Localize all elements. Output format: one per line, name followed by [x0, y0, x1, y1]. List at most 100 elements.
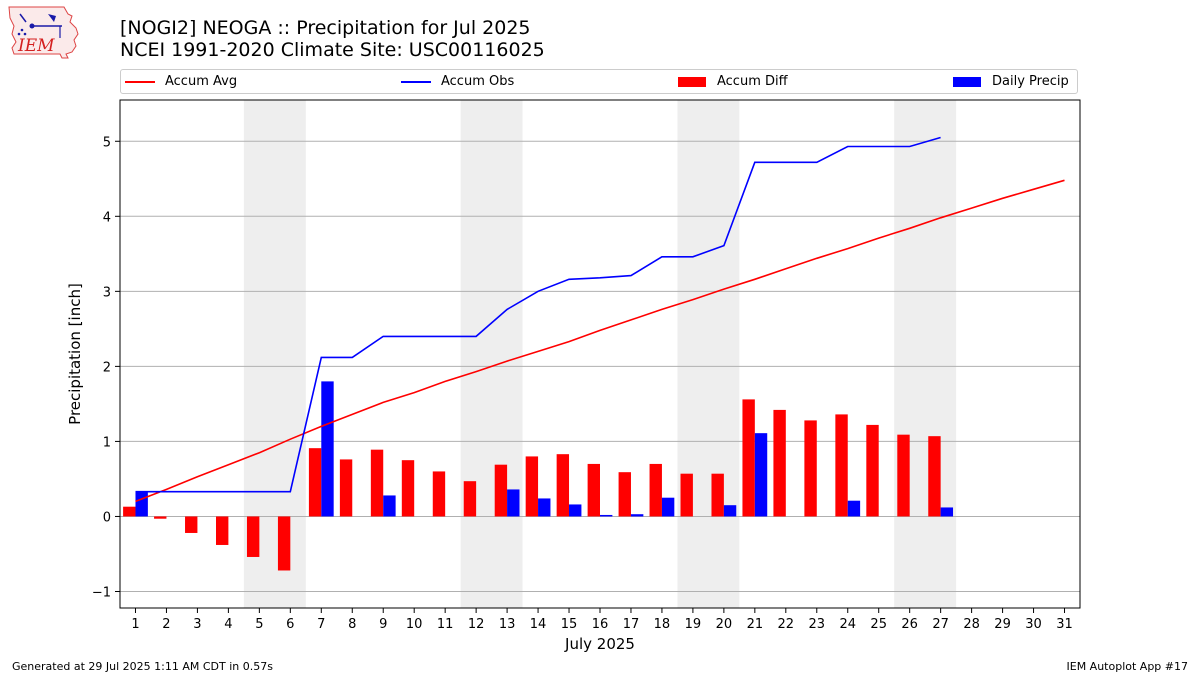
- accum-diff-bar: [494, 464, 508, 517]
- x-tick-label: 26: [901, 617, 918, 632]
- x-tick-label: 2: [162, 617, 170, 632]
- weekend-band-2: [460, 100, 523, 608]
- x-tick-label: 15: [561, 617, 578, 632]
- daily-precip-bar: [600, 514, 613, 517]
- x-tick-label: 6: [286, 617, 294, 632]
- x-tick-label: 1: [131, 617, 139, 632]
- x-tick-label: 24: [839, 617, 856, 632]
- legend-item-accum-diff: Accum Diff: [678, 70, 788, 93]
- daily-precip-bar: [383, 495, 396, 517]
- weekend-band-4: [894, 100, 957, 608]
- daily-precip-bar: [630, 514, 644, 517]
- accum-diff-bar: [773, 409, 786, 517]
- legend-label-daily-precip: Daily Precip: [992, 74, 1069, 89]
- accum-diff-bar: [680, 473, 693, 517]
- x-tick-label: 25: [870, 617, 887, 632]
- weekend-shading: [243, 100, 957, 608]
- accum-diff-bar: [587, 463, 600, 517]
- daily-precip-bar: [538, 498, 551, 517]
- line-series: [135, 136, 1065, 503]
- accum-diff-bar: [401, 460, 415, 517]
- daily-precip-bar: [135, 491, 148, 517]
- accum-diff-bar: [308, 448, 322, 517]
- daily-precip-bar: [754, 433, 768, 517]
- x-tick-label: 17: [623, 617, 640, 632]
- chart-subtitle: NCEI 1991-2020 Climate Site: USC00116025: [120, 39, 545, 61]
- accum-diff-bar: [370, 449, 384, 517]
- accum-diff-bar: [618, 472, 631, 517]
- y-axis: −1 0 1 2 3 4 5: [92, 135, 120, 600]
- iem-logo-icon: IEM: [8, 6, 79, 59]
- x-tick-label: 7: [317, 617, 325, 632]
- x-axis: 1 2 3 4 5 6 7 8 9 10 11 12 13 14 15 16 17 18 19 20 21 22 23 24 2…: [131, 608, 1073, 632]
- x-tick-label: 14: [530, 617, 547, 632]
- y-gridlines: [120, 140, 1080, 592]
- legend-item-daily-precip: Daily Precip: [953, 70, 1069, 93]
- y-tick-label: 0: [103, 510, 111, 525]
- legend-item-accum-obs: Accum Obs: [401, 70, 514, 93]
- x-tick-label: 28: [963, 617, 980, 632]
- x-tick-label: 10: [406, 617, 423, 632]
- accum-diff-bar: [928, 436, 941, 517]
- y-tick-label: 2: [103, 360, 111, 375]
- daily-precip-bar: [940, 507, 954, 517]
- x-tick-label: 20: [716, 617, 733, 632]
- x-tick-label: 21: [747, 617, 764, 632]
- x-tick-label: 19: [685, 617, 702, 632]
- accum-diff-bar: [277, 516, 291, 571]
- legend-swatch-accum-diff: [678, 76, 706, 87]
- accum-diff-bar: [866, 424, 879, 517]
- daily-precip-bar: [321, 381, 334, 517]
- accum-obs-line: [135, 136, 941, 493]
- accum-diff-bar: [154, 516, 167, 519]
- x-tick-label: 16: [592, 617, 609, 632]
- logo-text: IEM: [17, 36, 55, 56]
- accum-diff-bar: [246, 516, 260, 557]
- accum-diff-bar: [649, 463, 662, 517]
- x-tick-label: 8: [348, 617, 356, 632]
- y-tick-label: 1: [103, 435, 111, 450]
- footer-generated-text: Generated at 29 Jul 2025 1:11 AM CDT in …: [12, 660, 273, 673]
- x-tick-label: 13: [499, 617, 516, 632]
- legend-label-accum-avg: Accum Avg: [165, 74, 238, 89]
- weekend-band-3: [677, 100, 740, 608]
- accum-diff-bar: [556, 454, 570, 517]
- accum-avg-line: [135, 179, 1065, 503]
- legend-label-accum-diff: Accum Diff: [717, 74, 788, 89]
- chart-title: [NOGI2] NEOGA :: Precipitation for Jul 2…: [120, 17, 531, 39]
- accum-diff-bar: [463, 481, 477, 517]
- daily-precip-bar: [569, 504, 582, 517]
- accum-diff-bar: [123, 506, 136, 517]
- legend-swatch-accum-obs: [401, 80, 431, 83]
- chart-legend: Accum Avg Accum Obs Accum Diff Daily Pre…: [120, 69, 1078, 94]
- daily-precip-bar: [507, 489, 520, 517]
- daily-precip-bar: [723, 505, 737, 517]
- legend-label-accum-obs: Accum Obs: [441, 74, 515, 89]
- footer-app-label: IEM Autoplot App #17: [1066, 660, 1189, 673]
- y-tick-label: −1: [92, 585, 111, 600]
- x-tick-label: 23: [809, 617, 826, 632]
- accum-diff-bar: [835, 414, 848, 517]
- x-tick-label: 12: [468, 617, 485, 632]
- x-tick-label: 4: [224, 617, 232, 632]
- x-axis-label: July 2025: [564, 635, 635, 653]
- daily-precip-bar: [661, 497, 675, 517]
- accum-diff-bar: [432, 471, 446, 517]
- y-tick-label: 4: [103, 210, 111, 225]
- x-tick-label: 5: [255, 617, 263, 632]
- accum-diff-bar: [711, 473, 724, 517]
- x-tick-label: 22: [778, 617, 795, 632]
- x-tick-label: 27: [932, 617, 949, 632]
- accum-diff-bar: [216, 516, 229, 545]
- legend-swatch-accum-avg: [125, 80, 155, 83]
- bar-series: [123, 381, 954, 571]
- legend-swatch-daily-precip: [953, 76, 981, 87]
- accum-diff-bar: [185, 516, 198, 533]
- accum-diff-bar: [742, 399, 755, 517]
- y-axis-label: Precipitation [inch]: [66, 283, 84, 425]
- x-tick-label: 31: [1056, 617, 1073, 632]
- x-tick-label: 29: [994, 617, 1011, 632]
- accum-diff-bar: [897, 434, 910, 517]
- x-tick-label: 11: [437, 617, 454, 632]
